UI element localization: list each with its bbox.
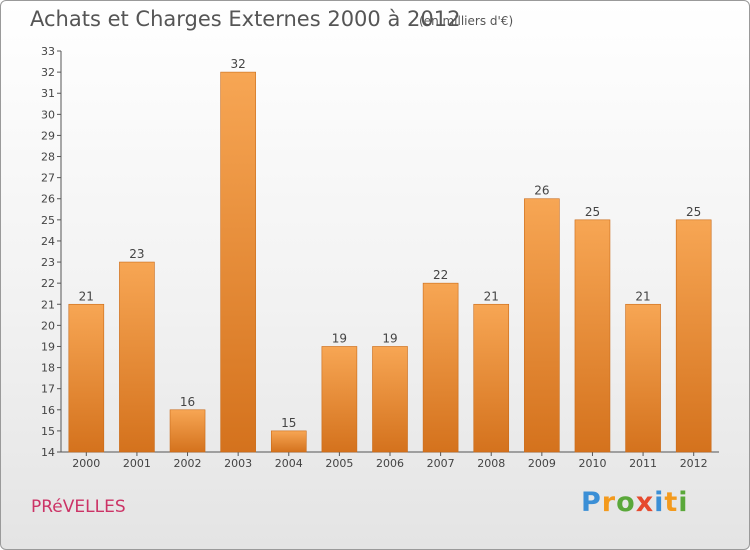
bar-value-label: 15 — [281, 416, 296, 430]
bar-value-label: 21 — [79, 289, 94, 303]
chart-title: Achats et Charges Externes 2000 à 2012 — [30, 7, 461, 31]
y-tick-label: 19 — [41, 340, 55, 353]
x-tick-label: 2001 — [123, 457, 151, 470]
bar-value-label: 23 — [129, 247, 144, 261]
x-tick-label: 2008 — [477, 457, 505, 470]
bar — [625, 303, 661, 453]
bar-value-label: 25 — [585, 205, 600, 219]
brand-letter: r — [601, 487, 617, 518]
bar-value-label: 26 — [534, 184, 549, 198]
y-tick-label: 28 — [41, 151, 55, 164]
bar — [372, 346, 408, 453]
y-tick-label: 14 — [41, 446, 55, 459]
brand-letter: t — [664, 487, 679, 518]
bar — [169, 409, 206, 453]
y-tick-label: 17 — [41, 383, 55, 396]
commune-name: PRéVELLES — [31, 497, 126, 517]
bar — [422, 282, 459, 453]
bar — [675, 219, 712, 453]
bar-value-label: 19 — [332, 331, 347, 345]
x-tick-label: 2009 — [528, 457, 556, 470]
bar-value-label: 25 — [686, 205, 701, 219]
y-tick-label: 26 — [41, 193, 55, 206]
y-tick-label: 30 — [41, 108, 55, 121]
brand-letter: i — [654, 487, 665, 518]
brand-letter: o — [616, 487, 636, 518]
x-tick-label: 2011 — [629, 457, 657, 470]
x-tick-label: 2000 — [72, 457, 100, 470]
bar — [220, 71, 256, 453]
brand-letter: P — [581, 487, 602, 518]
bar-value-label: 21 — [635, 289, 650, 303]
brand-logo: Proxiti — [581, 487, 689, 518]
y-tick-label: 33 — [41, 45, 55, 58]
bar-value-label: 21 — [484, 289, 499, 303]
x-tick-label: 2002 — [174, 457, 202, 470]
bar — [68, 303, 105, 453]
y-tick-label: 21 — [41, 298, 55, 311]
bar — [524, 198, 560, 453]
y-tick-label: 31 — [41, 87, 55, 100]
y-tick-label: 24 — [41, 235, 55, 248]
bar-value-label: 32 — [231, 57, 246, 71]
y-tick-label: 27 — [41, 172, 55, 185]
bar — [574, 219, 611, 453]
chart-axes: 14 15 16 17 18 19 20 21 22 23 24 25 26 27 28 29 30 31 32 33… — [41, 45, 719, 470]
x-tick-label: 2004 — [275, 457, 303, 470]
y-tick-label: 25 — [41, 214, 55, 227]
x-tick-label: 2006 — [376, 457, 404, 470]
bar — [473, 303, 510, 453]
bar — [321, 346, 358, 453]
x-tick-label: 2012 — [680, 457, 708, 470]
brand-letter: i — [678, 487, 689, 518]
y-tick-label: 20 — [41, 319, 55, 332]
x-tick-label: 2003 — [224, 457, 252, 470]
bar-value-label: 22 — [433, 268, 448, 282]
y-tick-label: 15 — [41, 425, 55, 438]
bar — [270, 430, 307, 453]
y-tick-label: 18 — [41, 362, 55, 375]
y-tick-label: 29 — [41, 129, 55, 142]
y-tick-label: 32 — [41, 66, 55, 79]
chart-unit: (en milliers d'€) — [419, 14, 514, 28]
y-tick-label: 16 — [41, 404, 55, 417]
x-tick-label: 2010 — [578, 457, 606, 470]
x-tick-label: 2005 — [325, 457, 353, 470]
brand-letter: x — [635, 487, 655, 518]
bar-value-label: 16 — [180, 395, 195, 409]
y-tick-label: 23 — [41, 256, 55, 269]
y-tick-label: 22 — [41, 277, 55, 290]
x-tick-label: 2007 — [427, 457, 455, 470]
chart-bars: 21 23 16 32 15 19 19 22 21 26 25 21 25 — [68, 57, 712, 453]
bar — [119, 261, 155, 453]
bar-value-label: 19 — [382, 331, 397, 345]
